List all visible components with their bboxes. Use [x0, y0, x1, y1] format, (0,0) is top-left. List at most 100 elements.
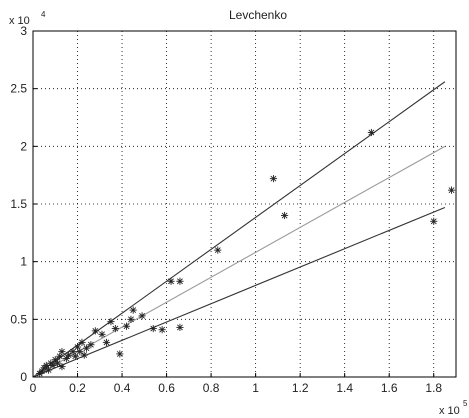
x-tick-label: 0.8: [203, 381, 220, 395]
x-multiplier-label: x 10: [439, 405, 460, 417]
data-point-stroke: [45, 367, 52, 373]
data-point: [65, 351, 73, 359]
data-point-stroke: [108, 318, 114, 325]
data-point-stroke: [50, 362, 56, 369]
data-point: [87, 341, 95, 349]
fit-lines: [32, 81, 446, 378]
data-point-stroke: [72, 353, 79, 360]
data-point-stroke: [116, 351, 123, 357]
data-point: [214, 246, 222, 254]
data-point-stroke: [159, 326, 166, 333]
fit-line: [32, 145, 446, 378]
data-point: [122, 322, 131, 330]
data-point-stroke: [177, 278, 183, 285]
x-tick-label: 0.2: [69, 381, 86, 395]
data-point: [111, 324, 119, 333]
data-point-stroke: [63, 355, 70, 362]
data-point: [102, 338, 111, 346]
data-point: [44, 366, 53, 374]
data-point-stroke: [128, 316, 134, 323]
data-point-stroke: [112, 325, 119, 332]
data-point-stroke: [368, 129, 375, 136]
y-tick-label: 0: [20, 370, 27, 384]
data-point-stroke: [150, 325, 157, 332]
data-point-stroke: [103, 339, 110, 346]
plot-frame: [32, 30, 457, 378]
y-tick-label: 3: [20, 24, 27, 38]
chart-title: Levchenko: [229, 8, 287, 22]
data-point: [176, 277, 184, 285]
y-tick-label: 2: [20, 139, 27, 153]
data-point: [129, 306, 137, 314]
ticks: 0 0.2 0.4 0.6 0.8 1 1.2 1.4 1.6 1.8 0 0.5 1 1.5 2 2.5 3: [10, 24, 442, 395]
data-point-stroke: [270, 175, 277, 182]
data-point: [76, 348, 84, 356]
data-point: [430, 217, 438, 225]
data-point: [127, 315, 135, 323]
data-point: [367, 128, 375, 137]
data-point: [82, 344, 91, 352]
x-tick-label: 1.2: [292, 381, 309, 395]
y-multiplier-exponent: 4: [41, 10, 46, 19]
data-point-stroke: [79, 339, 85, 346]
data-point: [176, 323, 184, 332]
data-point-stroke: [168, 278, 174, 285]
data-point: [71, 352, 79, 360]
fit-line: [32, 81, 446, 378]
data-point: [138, 312, 146, 320]
data-point-stroke: [139, 312, 146, 319]
data-point: [73, 343, 82, 351]
data-point-stroke: [70, 348, 76, 355]
x-tick-label: 1.6: [381, 381, 398, 395]
data-point-stroke: [123, 323, 130, 330]
y-multiplier-label: x 10: [9, 15, 30, 27]
data-point: [447, 186, 456, 194]
data-point: [98, 330, 106, 338]
data-point-stroke: [83, 345, 90, 352]
data-point-stroke: [43, 362, 50, 369]
fit-line: [32, 206, 446, 378]
data-point: [91, 327, 99, 335]
x-multiplier: x 10 5: [439, 399, 468, 417]
data-point: [107, 318, 115, 326]
data-points: [36, 128, 456, 378]
grid: [33, 31, 456, 377]
data-point-stroke: [54, 360, 61, 367]
data-point-stroke: [38, 368, 45, 375]
x-tick-label: 1.4: [336, 381, 353, 395]
data-point-stroke: [52, 356, 59, 363]
y-tick-label: 1.5: [10, 197, 27, 211]
data-point: [280, 211, 289, 220]
data-point-stroke: [92, 327, 99, 334]
x-tick-label: 0: [30, 381, 37, 395]
data-point-stroke: [74, 344, 81, 350]
data-point: [80, 351, 88, 359]
y-tick-label: 2.5: [10, 82, 27, 96]
data-point-stroke: [177, 324, 183, 331]
x-tick-label: 0.6: [158, 381, 175, 395]
y-tick-label: 0.5: [10, 312, 27, 326]
data-point-stroke: [81, 352, 88, 359]
y-tick-label: 1: [20, 255, 27, 269]
data-point-stroke: [59, 348, 65, 355]
x-tick-label: 0.4: [114, 381, 131, 395]
data-point-stroke: [65, 352, 72, 359]
data-point-stroke: [59, 363, 65, 370]
data-point: [78, 338, 86, 346]
data-point: [149, 324, 157, 333]
y-multiplier: x 10 4: [9, 10, 46, 27]
x-tick-label: 1: [252, 381, 259, 395]
data-point-stroke: [87, 341, 94, 348]
data-point: [58, 348, 66, 356]
data-point: [53, 359, 62, 367]
data-point-stroke: [214, 247, 221, 254]
data-point: [158, 326, 166, 334]
data-point-stroke: [430, 218, 437, 225]
data-point: [58, 363, 66, 371]
data-point: [116, 350, 124, 358]
data-point: [167, 277, 175, 285]
data-point-stroke: [281, 212, 288, 219]
data-point: [269, 175, 278, 183]
